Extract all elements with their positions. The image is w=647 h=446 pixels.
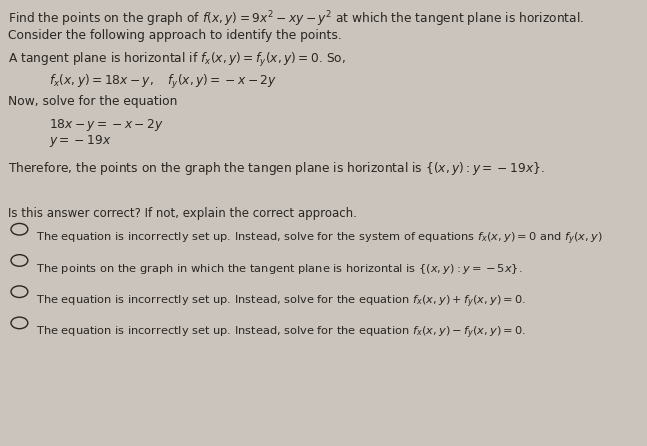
Text: $18x - y = -x - 2y$: $18x - y = -x - 2y$ <box>49 117 163 133</box>
Text: Now, solve for the equation: Now, solve for the equation <box>8 95 177 107</box>
Text: Therefore, the points on the graph the tangen plane is horizontal is $\{(x, y) :: Therefore, the points on the graph the t… <box>8 160 545 177</box>
Text: The equation is incorrectly set up. Instead, solve for the system of equations $: The equation is incorrectly set up. Inst… <box>36 231 602 248</box>
Text: Consider the following approach to identify the points.: Consider the following approach to ident… <box>8 29 342 41</box>
Text: The equation is incorrectly set up. Instead, solve for the equation $f_x(x, y) +: The equation is incorrectly set up. Inst… <box>36 293 526 310</box>
Text: $y = -19x$: $y = -19x$ <box>49 133 111 149</box>
Text: The equation is incorrectly set up. Instead, solve for the equation $f_x(x, y) -: The equation is incorrectly set up. Inst… <box>36 325 526 341</box>
Text: Is this answer correct? If not, explain the correct approach.: Is this answer correct? If not, explain … <box>8 207 356 220</box>
Text: $f_x(x, y) = 18x - y, \quad f_y(x, y) = -x - 2y$: $f_x(x, y) = 18x - y, \quad f_y(x, y) = … <box>49 73 277 91</box>
Text: A tangent plane is horizontal if $f_x(x, y) = f_y(x, y) = 0$. So,: A tangent plane is horizontal if $f_x(x,… <box>8 51 345 69</box>
Text: The points on the graph in which the tangent plane is horizontal is $\{(x, y) : : The points on the graph in which the tan… <box>36 262 522 276</box>
Text: Find the points on the graph of $f(x, y) = 9x^2 - xy - y^2$ at which the tangent: Find the points on the graph of $f(x, y)… <box>8 10 584 29</box>
